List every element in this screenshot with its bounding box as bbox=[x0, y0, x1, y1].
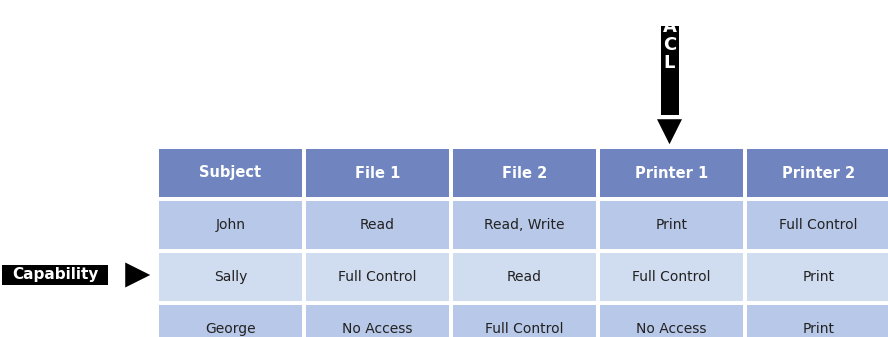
Bar bbox=[747, 149, 888, 197]
Bar bbox=[306, 149, 449, 197]
Text: Read: Read bbox=[360, 218, 395, 232]
Text: Print: Print bbox=[803, 322, 835, 336]
Text: Printer 1: Printer 1 bbox=[635, 165, 708, 181]
Text: Full Control: Full Control bbox=[632, 270, 710, 284]
Text: No Access: No Access bbox=[342, 322, 413, 336]
Bar bbox=[661, 26, 678, 115]
Text: File 1: File 1 bbox=[355, 165, 400, 181]
Text: Full Control: Full Control bbox=[780, 218, 858, 232]
Text: Print: Print bbox=[803, 270, 835, 284]
Bar bbox=[159, 305, 302, 337]
Text: Printer 2: Printer 2 bbox=[782, 165, 855, 181]
Bar bbox=[159, 253, 302, 301]
Text: Full Control: Full Control bbox=[485, 322, 564, 336]
Bar bbox=[600, 201, 743, 249]
Bar bbox=[306, 253, 449, 301]
Text: File 2: File 2 bbox=[502, 165, 547, 181]
Text: Read, Write: Read, Write bbox=[484, 218, 565, 232]
Bar bbox=[453, 201, 596, 249]
Text: Subject: Subject bbox=[200, 165, 262, 181]
Text: Read: Read bbox=[507, 270, 542, 284]
Bar bbox=[159, 201, 302, 249]
Bar bbox=[159, 149, 302, 197]
Text: Full Control: Full Control bbox=[338, 270, 416, 284]
Bar bbox=[600, 305, 743, 337]
Bar bbox=[747, 253, 888, 301]
Bar bbox=[453, 149, 596, 197]
Bar bbox=[306, 201, 449, 249]
Text: John: John bbox=[216, 218, 245, 232]
Bar bbox=[2, 265, 108, 285]
Text: Capability: Capability bbox=[12, 268, 99, 282]
Text: George: George bbox=[205, 322, 256, 336]
Bar bbox=[453, 253, 596, 301]
Text: No Access: No Access bbox=[636, 322, 707, 336]
Text: Print: Print bbox=[655, 218, 687, 232]
Text: Sally: Sally bbox=[214, 270, 247, 284]
Bar bbox=[453, 305, 596, 337]
Bar bbox=[747, 305, 888, 337]
Text: A
C
L: A C L bbox=[662, 18, 677, 72]
Bar bbox=[600, 253, 743, 301]
Bar bbox=[747, 201, 888, 249]
Bar bbox=[306, 305, 449, 337]
Bar bbox=[600, 149, 743, 197]
